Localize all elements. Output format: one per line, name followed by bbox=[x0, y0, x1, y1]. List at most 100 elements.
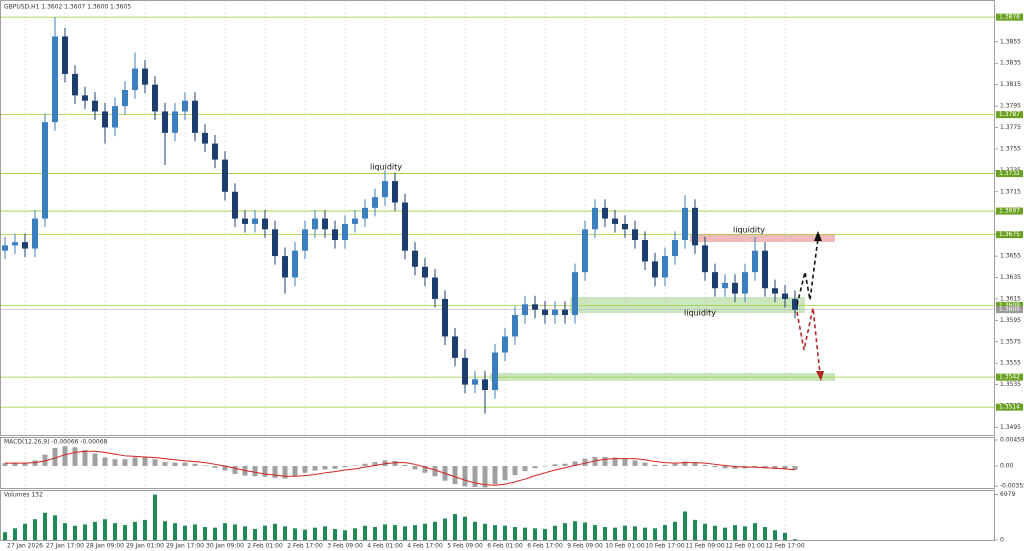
candle-body bbox=[742, 272, 748, 294]
volume-bar bbox=[793, 539, 797, 540]
candle-body bbox=[442, 298, 448, 337]
volume-bar bbox=[173, 523, 177, 540]
macd-bar bbox=[112, 459, 118, 467]
macd-bar bbox=[402, 464, 408, 467]
macd-bar bbox=[652, 464, 658, 467]
macd-bar bbox=[362, 463, 368, 467]
candle-body bbox=[222, 159, 228, 192]
volume-bar bbox=[523, 527, 527, 540]
candle-body bbox=[792, 298, 798, 310]
volume-bar bbox=[463, 516, 467, 540]
macd-bar bbox=[642, 462, 648, 467]
volume-bar bbox=[673, 521, 677, 540]
macd-bar bbox=[132, 457, 138, 467]
x-tick-label: 5 Feb 09:00 bbox=[447, 543, 483, 550]
macd-bar bbox=[232, 466, 238, 474]
volume-bar bbox=[363, 525, 367, 540]
volume-bar bbox=[603, 527, 607, 540]
volume-bar bbox=[683, 511, 687, 540]
volume-bar bbox=[763, 527, 767, 540]
volume-bar bbox=[623, 525, 627, 540]
candle-body bbox=[12, 242, 18, 246]
x-tick-label: 11 Feb 09:00 bbox=[685, 543, 725, 550]
resistance-zone bbox=[690, 234, 835, 242]
candle-body bbox=[102, 111, 108, 128]
volume-bar bbox=[53, 515, 57, 540]
volume-title: Volumes 132 bbox=[4, 492, 43, 499]
candle-body bbox=[782, 293, 788, 299]
macd-bar bbox=[612, 457, 618, 467]
volume-bar bbox=[263, 525, 267, 540]
macd-bar bbox=[322, 466, 328, 470]
volume-bar bbox=[353, 528, 357, 540]
current-price-label: 1.3605 bbox=[999, 306, 1020, 313]
macd-bar bbox=[412, 466, 418, 470]
volume-bar bbox=[203, 527, 207, 540]
volume-bar bbox=[23, 523, 27, 540]
macd-bar bbox=[772, 466, 778, 469]
volume-bar bbox=[3, 532, 7, 540]
macd-bar bbox=[752, 466, 758, 468]
volume-bar bbox=[413, 525, 417, 540]
candle-body bbox=[662, 256, 668, 278]
volume-bar bbox=[93, 521, 97, 540]
annotation: liquidity bbox=[733, 226, 765, 235]
candle-body bbox=[522, 304, 528, 315]
volume-bar bbox=[403, 526, 407, 540]
candle-body bbox=[592, 207, 598, 230]
annotation: liquidity bbox=[684, 309, 716, 318]
candle-body bbox=[312, 218, 318, 230]
x-tick-label: 10 Feb 17:00 bbox=[645, 543, 685, 550]
macd-bar bbox=[272, 466, 278, 478]
volume-bar bbox=[213, 527, 217, 540]
x-tick-label: 6 Feb 17:00 bbox=[527, 543, 563, 550]
volume-bar bbox=[553, 525, 557, 540]
macd-bar bbox=[502, 466, 508, 481]
x-tick-label: 27 Jan 2026 bbox=[7, 543, 43, 550]
macd-title: MACD(12,26,9) -0.00066 -0.00068 bbox=[4, 439, 108, 446]
candle-body bbox=[212, 143, 218, 160]
macd-bar bbox=[302, 466, 308, 473]
candle-body bbox=[672, 240, 678, 257]
macd-bar bbox=[542, 466, 548, 467]
candle-body bbox=[292, 250, 298, 278]
volume-bar bbox=[133, 521, 137, 540]
volume-bar bbox=[143, 519, 147, 540]
y-tick-label: 6979 bbox=[1000, 491, 1015, 498]
level-tag bbox=[996, 13, 1023, 21]
volume-bar bbox=[33, 519, 37, 540]
y-tick-label: 1.3795 bbox=[1000, 103, 1021, 110]
candle-body bbox=[632, 229, 638, 240]
macd-bar bbox=[592, 456, 598, 467]
x-tick-label: 4 Feb 17:00 bbox=[407, 543, 443, 550]
y-tick-label: 1.3635 bbox=[1000, 274, 1021, 281]
volume-bar bbox=[493, 525, 497, 540]
y-tick-label: 1.3835 bbox=[1000, 60, 1021, 67]
candle-body bbox=[532, 304, 538, 310]
candle-body bbox=[472, 379, 478, 385]
macd-bar bbox=[722, 466, 728, 469]
macd-bar bbox=[52, 447, 58, 467]
y-tick-label: 1.3595 bbox=[1000, 317, 1021, 324]
x-tick-label: 28 Jan 09:00 bbox=[86, 543, 124, 550]
candle-body bbox=[502, 336, 508, 353]
macd-bar bbox=[2, 463, 8, 467]
volume-bar bbox=[423, 523, 427, 540]
volume-bar bbox=[123, 525, 127, 540]
candle-body bbox=[252, 218, 258, 224]
candle-body bbox=[52, 36, 58, 123]
volume-bar bbox=[743, 526, 747, 540]
level-tag bbox=[996, 207, 1023, 215]
y-tick-label: 1.3555 bbox=[1000, 360, 1021, 367]
volume-bar bbox=[713, 525, 717, 540]
volume-bar bbox=[693, 519, 697, 540]
macd-bar bbox=[682, 461, 688, 467]
volume-bar bbox=[753, 523, 757, 540]
candle-body bbox=[572, 272, 578, 315]
macd-bar bbox=[782, 466, 788, 470]
candle-body bbox=[42, 122, 48, 219]
candle-body bbox=[202, 132, 208, 144]
candle-body bbox=[112, 106, 118, 128]
level-tag-label: 1.3609 bbox=[999, 302, 1020, 309]
macd-bar bbox=[452, 466, 458, 485]
